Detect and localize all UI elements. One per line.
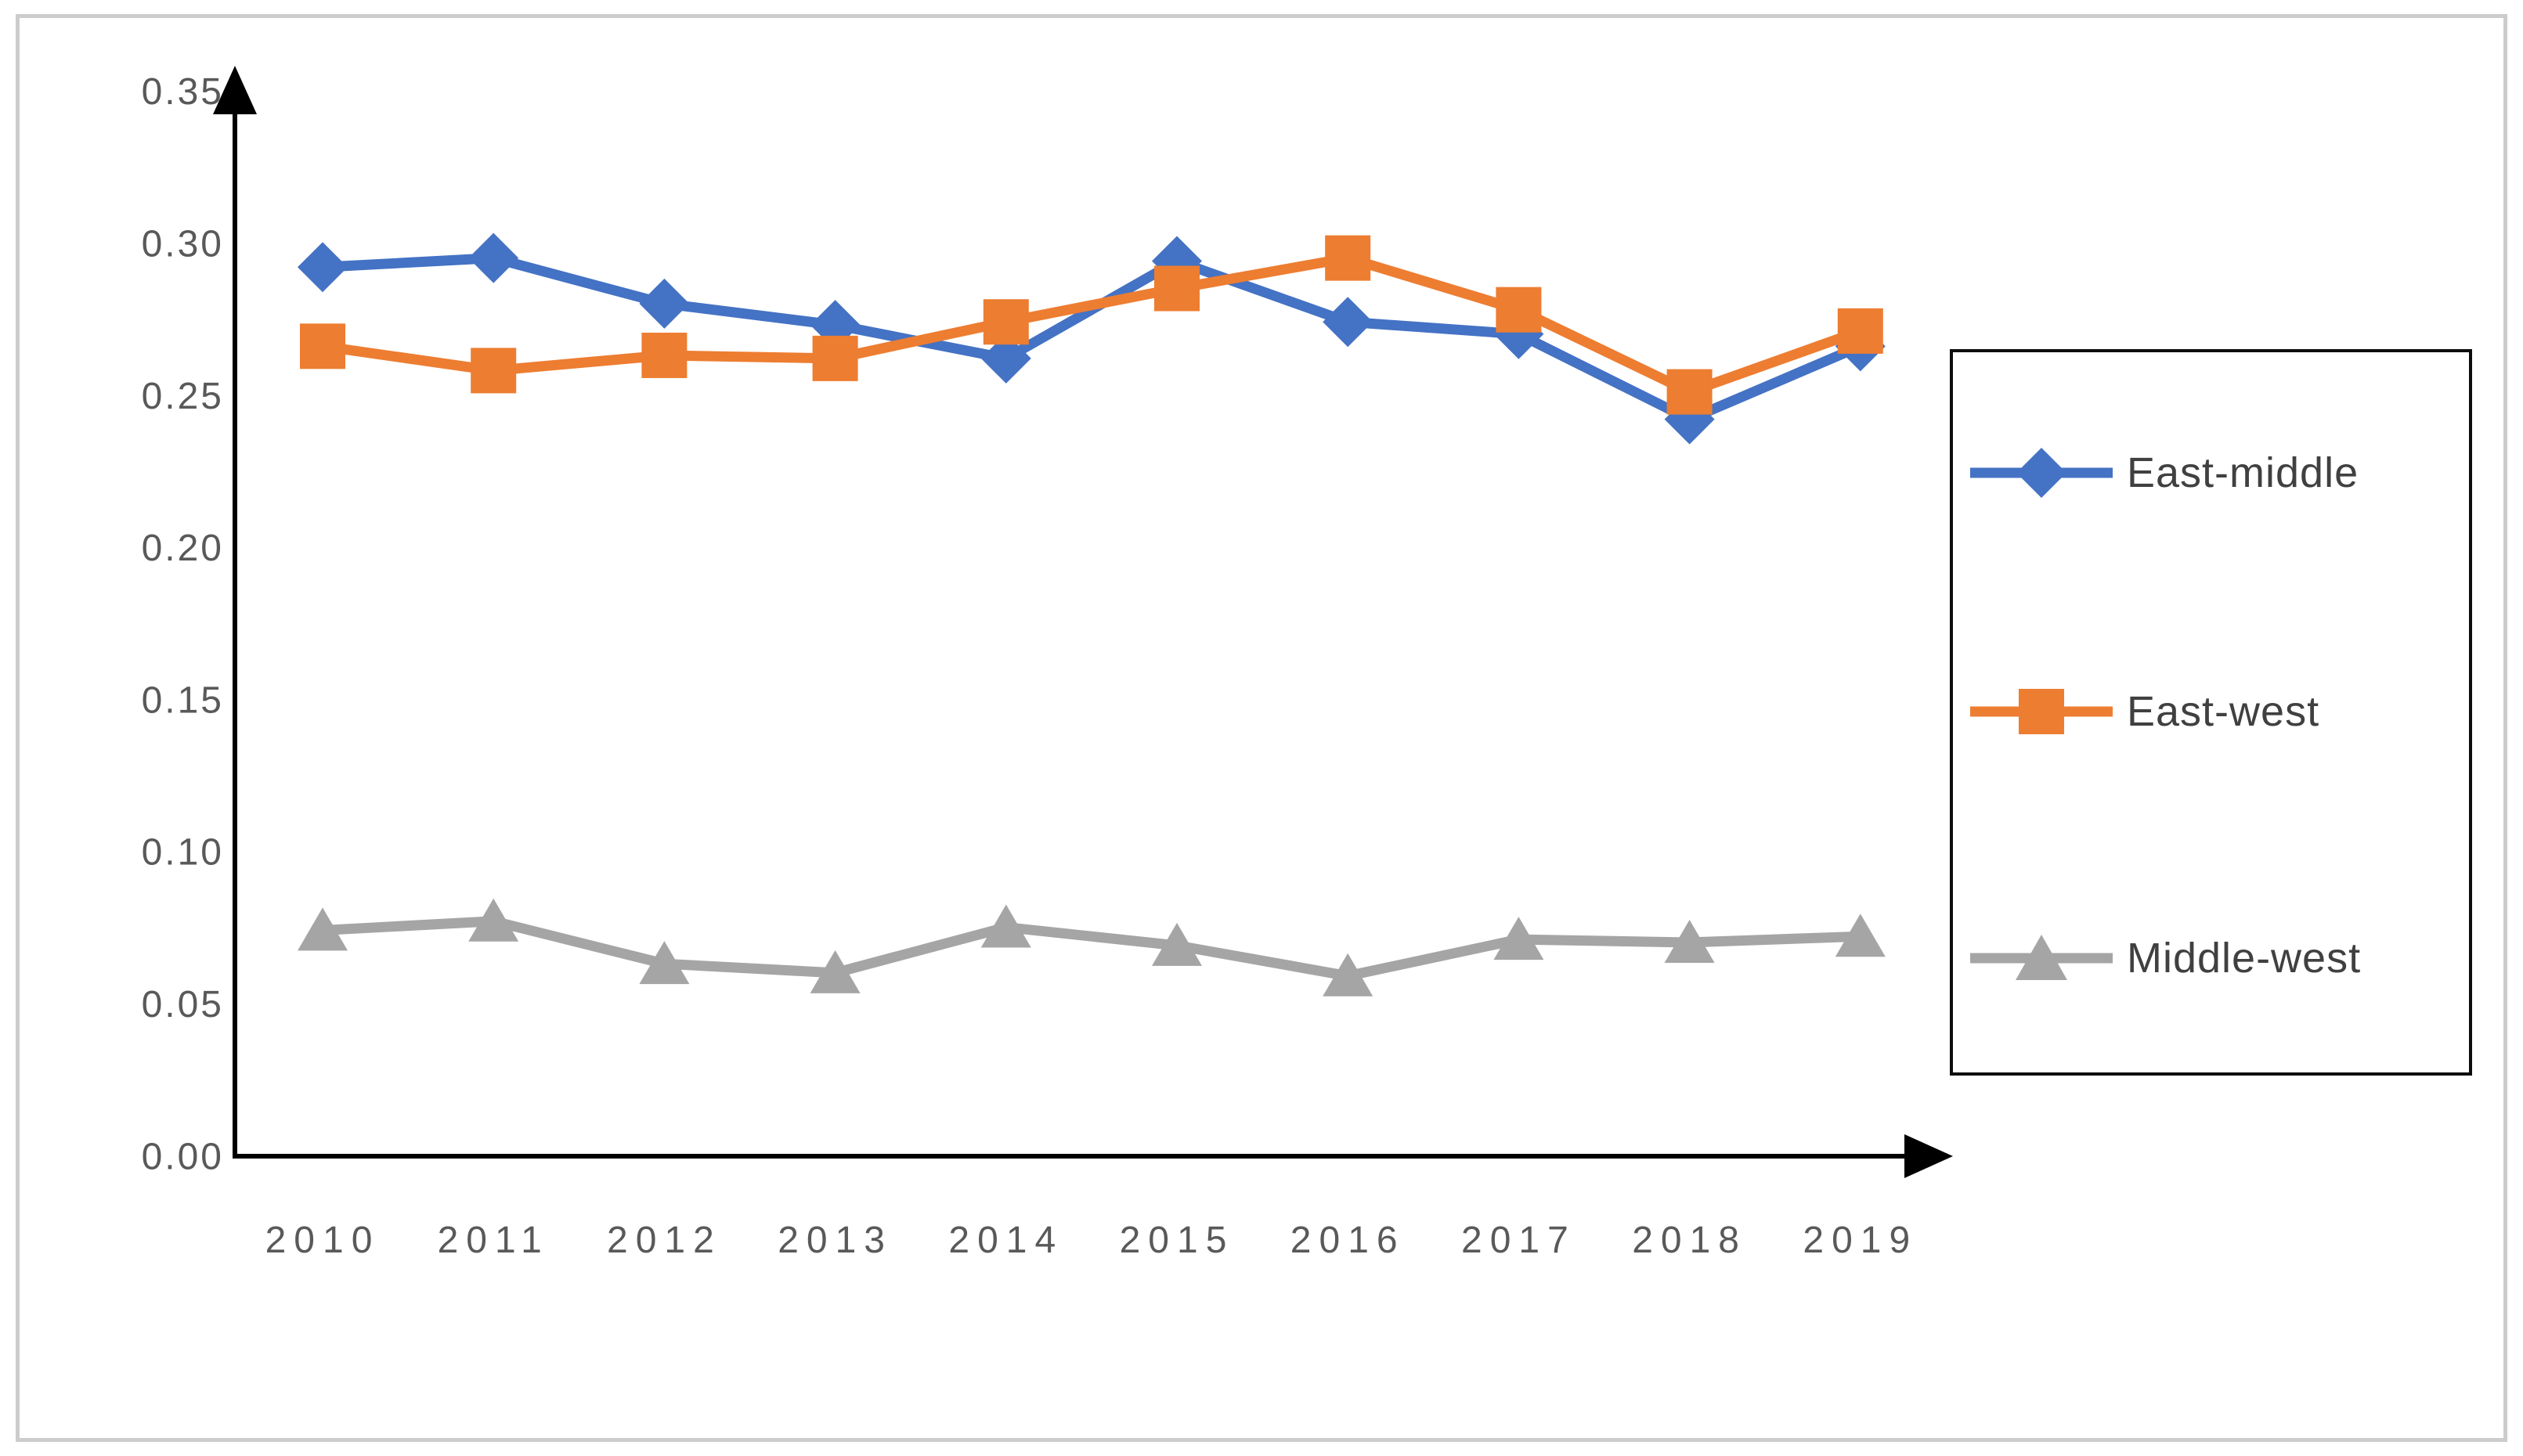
legend-label: East-middle: [2127, 449, 2359, 496]
series-line-east-middle: [322, 253, 1863, 425]
data-point-east-middle-2010: [298, 242, 348, 293]
series-line-middle-west: [322, 916, 1861, 982]
data-point-east-west-2011: [471, 348, 517, 394]
x-axis-arrow-icon: [1904, 1134, 1953, 1178]
data-point-east-west-2012: [641, 332, 688, 378]
series-line-east-west: [322, 253, 1862, 398]
y-axis-tick-label: 0.25: [142, 376, 224, 417]
legend: East-middle East-west Middle-west: [1950, 349, 2472, 1076]
x-axis-tick-label: 2014: [948, 1220, 1063, 1261]
data-point-middle-west-2013: [810, 950, 861, 993]
x-axis-tick-label: 2015: [1120, 1220, 1235, 1261]
data-point-east-west-2018: [1666, 369, 1713, 415]
legend-item-east-middle: East-middle: [1967, 441, 2359, 504]
data-point-east-middle-2012: [639, 278, 690, 329]
legend-label: East-west: [2127, 688, 2320, 735]
data-point-middle-west-2014: [980, 904, 1031, 948]
data-point-east-west-2017: [1496, 287, 1542, 333]
data-point-east-west-2016: [1325, 235, 1371, 281]
legend-diamond-marker-icon: [1970, 448, 2113, 498]
data-point-middle-west-2010: [298, 907, 348, 951]
data-point-east-west-2014: [983, 299, 1029, 345]
y-axis-arrow-icon: [213, 66, 257, 114]
legend-square-marker-icon: [1970, 689, 2113, 734]
data-point-middle-west-2019: [1835, 914, 1886, 957]
y-axis-tick-label: 0.00: [142, 1136, 224, 1177]
data-point-middle-west-2011: [468, 898, 519, 942]
x-axis-tick-label: 2011: [438, 1220, 550, 1261]
series-east-west: [300, 235, 1883, 415]
data-point-middle-west-2015: [1152, 922, 1202, 966]
data-point-east-west-2019: [1837, 308, 1883, 354]
y-axis-tick-label: 0.35: [142, 71, 224, 113]
x-axis-tick-label: 2019: [1803, 1220, 1918, 1261]
data-point-middle-west-2016: [1323, 953, 1373, 996]
x-axis-tick-label: 2012: [607, 1220, 722, 1261]
data-point-east-west-2013: [812, 335, 858, 381]
legend-triangle-marker-icon: [1970, 935, 2113, 980]
y-axis-tick-label: 0.20: [142, 528, 224, 569]
x-axis-tick-label: 2018: [1632, 1220, 1747, 1261]
data-point-east-middle-2016: [1323, 297, 1373, 348]
data-point-east-west-2010: [300, 323, 345, 369]
legend-item-middle-west: Middle-west: [1967, 927, 2361, 989]
data-point-middle-west-2017: [1493, 917, 1544, 960]
data-point-east-middle-2011: [468, 232, 519, 283]
legend-label: Middle-west: [2127, 935, 2362, 982]
y-axis-tick-label: 0.10: [142, 832, 224, 874]
x-axis-tick-label: 2010: [265, 1220, 381, 1261]
data-point-east-middle-2014: [980, 333, 1031, 384]
y-axis-tick-label: 0.30: [142, 223, 224, 265]
y-axis-tick-label: 0.15: [142, 679, 224, 721]
x-axis-tick-label: 2016: [1290, 1220, 1406, 1261]
data-point-middle-west-2018: [1664, 919, 1715, 963]
y-axis-tick-label: 0.05: [142, 984, 224, 1025]
x-axis-tick-label: 2013: [778, 1220, 893, 1261]
series-middle-west: [298, 898, 1886, 996]
series-east-middle: [298, 232, 1886, 445]
x-axis-tick-label: 2017: [1461, 1220, 1576, 1261]
data-point-middle-west-2012: [639, 941, 690, 985]
data-point-east-west-2015: [1154, 265, 1200, 312]
legend-item-east-west: East-west: [1967, 680, 2319, 743]
